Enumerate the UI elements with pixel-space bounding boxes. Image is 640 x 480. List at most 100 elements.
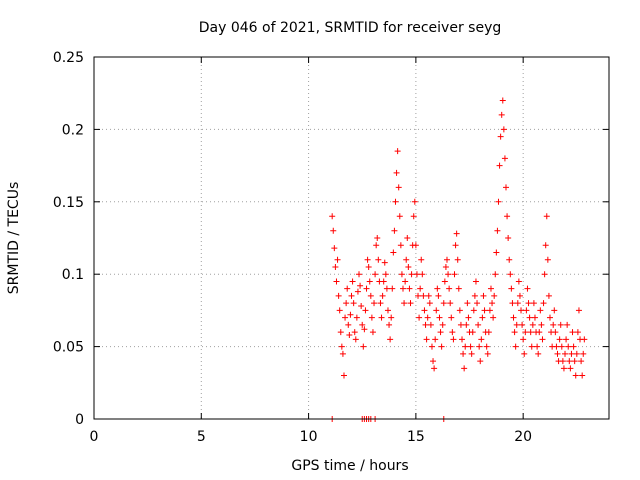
data-point	[479, 314, 486, 321]
data-point	[495, 198, 502, 205]
data-point	[401, 300, 408, 307]
data-point	[501, 155, 508, 162]
data-point	[472, 278, 479, 285]
data-point	[348, 292, 355, 299]
data-point	[380, 278, 387, 285]
data-point	[349, 278, 356, 285]
data-point	[531, 314, 538, 321]
data-point	[579, 372, 586, 379]
data-point	[424, 314, 431, 321]
data-point	[334, 256, 341, 263]
data-point	[381, 259, 388, 266]
data-point	[477, 358, 484, 365]
data-point	[367, 292, 374, 299]
data-point	[513, 321, 520, 328]
data-point	[565, 343, 572, 350]
x-tick-label: 10	[300, 429, 318, 445]
data-point	[366, 278, 373, 285]
data-point	[333, 278, 340, 285]
data-point	[453, 230, 460, 237]
plot-frame	[93, 56, 610, 420]
y-tick-label: 0	[75, 412, 84, 428]
data-point	[464, 300, 471, 307]
data-point	[554, 350, 561, 357]
data-point	[494, 227, 501, 234]
data-point	[522, 329, 529, 336]
data-point	[520, 336, 527, 343]
data-point	[461, 365, 468, 372]
data-point	[575, 307, 582, 314]
data-point	[441, 278, 448, 285]
data-point	[483, 343, 490, 350]
data-point	[337, 329, 344, 336]
data-point	[439, 321, 446, 328]
data-point	[407, 300, 414, 307]
data-point	[510, 314, 517, 321]
data-point	[456, 307, 463, 314]
data-point	[534, 343, 541, 350]
data-point	[413, 271, 420, 278]
data-points	[329, 97, 588, 422]
data-point	[435, 292, 442, 299]
data-point	[489, 300, 496, 307]
data-point	[516, 292, 523, 299]
data-point	[436, 314, 443, 321]
data-point	[394, 148, 401, 155]
data-point	[469, 329, 476, 336]
data-point	[410, 213, 417, 220]
data-point	[512, 343, 519, 350]
data-point	[542, 242, 549, 249]
data-point	[347, 311, 354, 318]
data-point	[426, 300, 433, 307]
data-point	[556, 336, 563, 343]
data-point	[511, 329, 518, 336]
x-tick-label: 15	[407, 429, 425, 445]
data-point	[434, 285, 441, 292]
data-point	[446, 285, 453, 292]
data-point	[411, 198, 418, 205]
data-point	[543, 213, 550, 220]
data-point	[378, 314, 385, 321]
data-point	[387, 336, 394, 343]
data-point	[342, 314, 349, 321]
data-point	[551, 307, 558, 314]
data-point	[359, 321, 366, 328]
data-point	[427, 321, 434, 328]
data-point	[523, 307, 530, 314]
data-point	[544, 256, 551, 263]
data-point	[428, 343, 435, 350]
data-point	[499, 97, 506, 104]
data-point	[478, 336, 485, 343]
data-point	[481, 307, 488, 314]
data-point	[390, 249, 397, 256]
y-tick-label: 0.15	[53, 195, 84, 211]
data-point	[433, 307, 440, 314]
data-point	[541, 271, 548, 278]
data-point	[470, 307, 477, 314]
data-point	[391, 227, 398, 234]
data-point	[432, 336, 439, 343]
data-point	[417, 285, 424, 292]
data-point	[374, 235, 381, 241]
data-point	[388, 314, 395, 321]
data-point	[335, 292, 342, 299]
data-point	[571, 358, 578, 365]
data-point	[454, 256, 461, 263]
data-point	[524, 285, 531, 292]
data-point	[416, 314, 423, 321]
data-point	[540, 300, 547, 307]
data-point	[363, 285, 370, 292]
data-point	[574, 329, 581, 336]
data-point	[430, 358, 437, 365]
data-point	[538, 321, 545, 328]
data-point	[559, 358, 566, 365]
data-point	[545, 292, 552, 299]
data-point	[343, 300, 350, 307]
data-point	[465, 314, 472, 321]
data-point	[462, 343, 469, 350]
data-point	[467, 343, 474, 350]
data-point	[504, 213, 511, 220]
data-point	[487, 285, 494, 292]
data-point	[515, 278, 522, 285]
data-point	[369, 329, 376, 336]
